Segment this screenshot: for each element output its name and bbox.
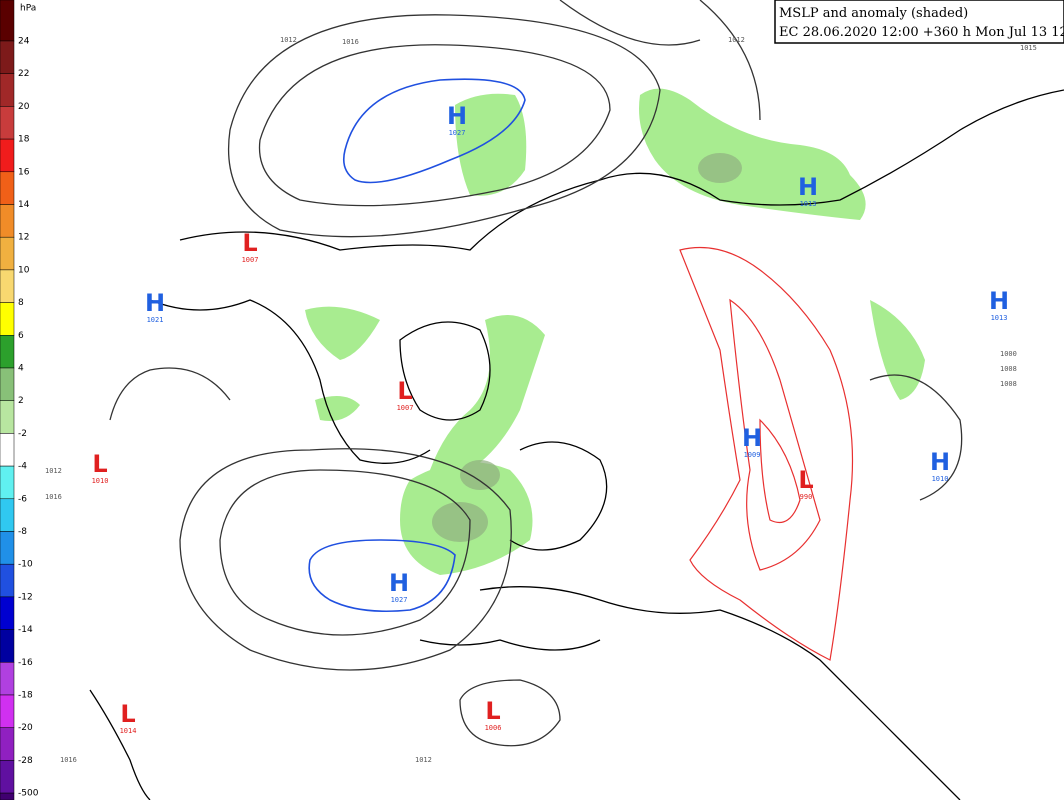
title-box [774,0,1064,44]
colorbar-cell [0,662,15,696]
colorbar-cell [0,269,15,303]
colorbar-tick-label: 6 [18,331,24,341]
colorbar-tick-label: 2 [18,396,24,406]
colorbar-tick-label: 4 [18,364,24,374]
colorbar-cell [0,596,15,630]
pressure-value: 1013 [800,200,817,208]
colorbar-cell [0,400,15,434]
colorbar-tick-label: -10 [18,560,33,570]
pressure-center: L [798,466,813,494]
colorbar-tick-label: 12 [18,233,29,243]
colorbar-cell [0,629,15,663]
pressure-center: H [989,287,1009,315]
title-line: EC 28.06.2020 12:00 +360 h Mon Jul 13 12… [779,25,1064,40]
pressure-value: 990 [800,493,813,501]
colorbar-cell [0,760,15,794]
colorbar-tick-label: -12 [18,592,33,602]
colorbar-cell [0,335,15,369]
colorbar-cell [0,236,15,271]
isobar-label: 1012 [280,36,297,44]
pressure-center: L [242,229,257,257]
colorbar-cell [0,0,15,42]
colorbar-tick-label: 8 [18,298,24,308]
colorbar-cell [0,171,15,205]
deep-anomaly [432,153,742,542]
colorbar: 24 22 20 18 16 14 12 10 8 6 4 2 -2 -4 -6 -8 -10 -12 -14 -16… [0,0,39,800]
colorbar-tick-label: -18 [18,691,33,701]
isobar-label: 1016 [45,493,62,501]
colorbar-tick-label: 18 [18,135,30,145]
colorbar-cell [0,433,15,467]
colorbar-tick-label: -4 [18,462,27,472]
colorbar-cell [0,694,15,728]
colorbar-cell [0,531,15,565]
isobar-label: 1008 [1000,365,1017,373]
colorbar-tick-label: 14 [18,200,30,210]
pressure-center: H [145,289,165,317]
coastlines [89,89,1064,800]
pressure-value: 1014 [120,727,137,735]
colorbar-cell [0,106,15,140]
pressure-center: H [798,173,818,201]
colorbar-cell [0,73,15,107]
high-contours [308,78,526,613]
isobar-label: 1008 [1000,380,1017,388]
isobar-label: 1000 [1000,350,1017,358]
isobar-label: 1015 [1020,44,1037,52]
anomaly-shading [305,88,925,575]
isobar-label: 1012 [415,756,432,764]
colorbar-tick-label: 20 [18,102,30,112]
pressure-value: 1021 [147,316,164,324]
pressure-value: 1010 [932,475,949,483]
isobar-label: 1012 [728,36,745,44]
pressure-value: 1027 [391,596,408,604]
pressure-center: L [120,700,135,728]
colorbar-tick-label: -8 [18,527,27,537]
pressure-value: 1009 [744,451,761,459]
pressure-value: 1006 [485,724,502,732]
colorbar-cell [0,302,15,336]
pressure-center: H [389,569,409,597]
colorbar-cell [0,465,15,500]
pressure-center: L [92,450,107,478]
colorbar-cell [0,40,15,74]
colorbar-tick-label: -16 [18,658,33,668]
title-line: MSLP and anomaly (shaded) [779,6,968,21]
colorbar-tick-label: -20 [18,723,33,733]
isobar-label: 1016 [60,756,77,764]
colorbar-tick-label: -28 [18,756,33,766]
colorbar-tick-label: -14 [18,625,33,635]
colorbar-tick-label: 24 [18,37,30,47]
pressure-value: 1007 [397,404,414,412]
pressure-center: H [930,448,950,476]
isobars [109,0,963,747]
anomaly-contours [679,246,854,661]
pressure-center: H [447,102,467,130]
colorbar-tick-label: 22 [18,69,29,79]
colorbar-tick-label: 16 [18,167,30,177]
colorbar-tick-label: 10 [18,265,30,275]
colorbar-tick-label: -6 [18,494,27,504]
colorbar-cell [0,367,15,401]
pressure-value: 1013 [991,314,1008,322]
isobar-label: 1012 [45,467,62,475]
pressure-value: 1027 [449,129,466,137]
pressure-center: L [485,697,500,725]
colorbar-tick-label: -2 [18,429,27,439]
pressure-center: L [397,377,412,405]
pressure-value: 1007 [242,256,259,264]
colorbar-unit: hPa [20,4,36,14]
colorbar-tick-label: -500 [18,789,39,799]
pressure-center: H [742,424,762,452]
colorbar-cell [0,498,15,532]
pressure-value: 1010 [92,477,109,485]
isobar-label: 1016 [342,38,359,46]
colorbar-cell [0,204,15,238]
colorbar-cell [0,563,15,598]
colorbar-cell [0,138,15,173]
labels: H1027H1013L1007H1021L1007L1010H1009L990H… [45,36,1037,764]
colorbar-cell [0,792,15,800]
colorbar-cell [0,727,15,761]
